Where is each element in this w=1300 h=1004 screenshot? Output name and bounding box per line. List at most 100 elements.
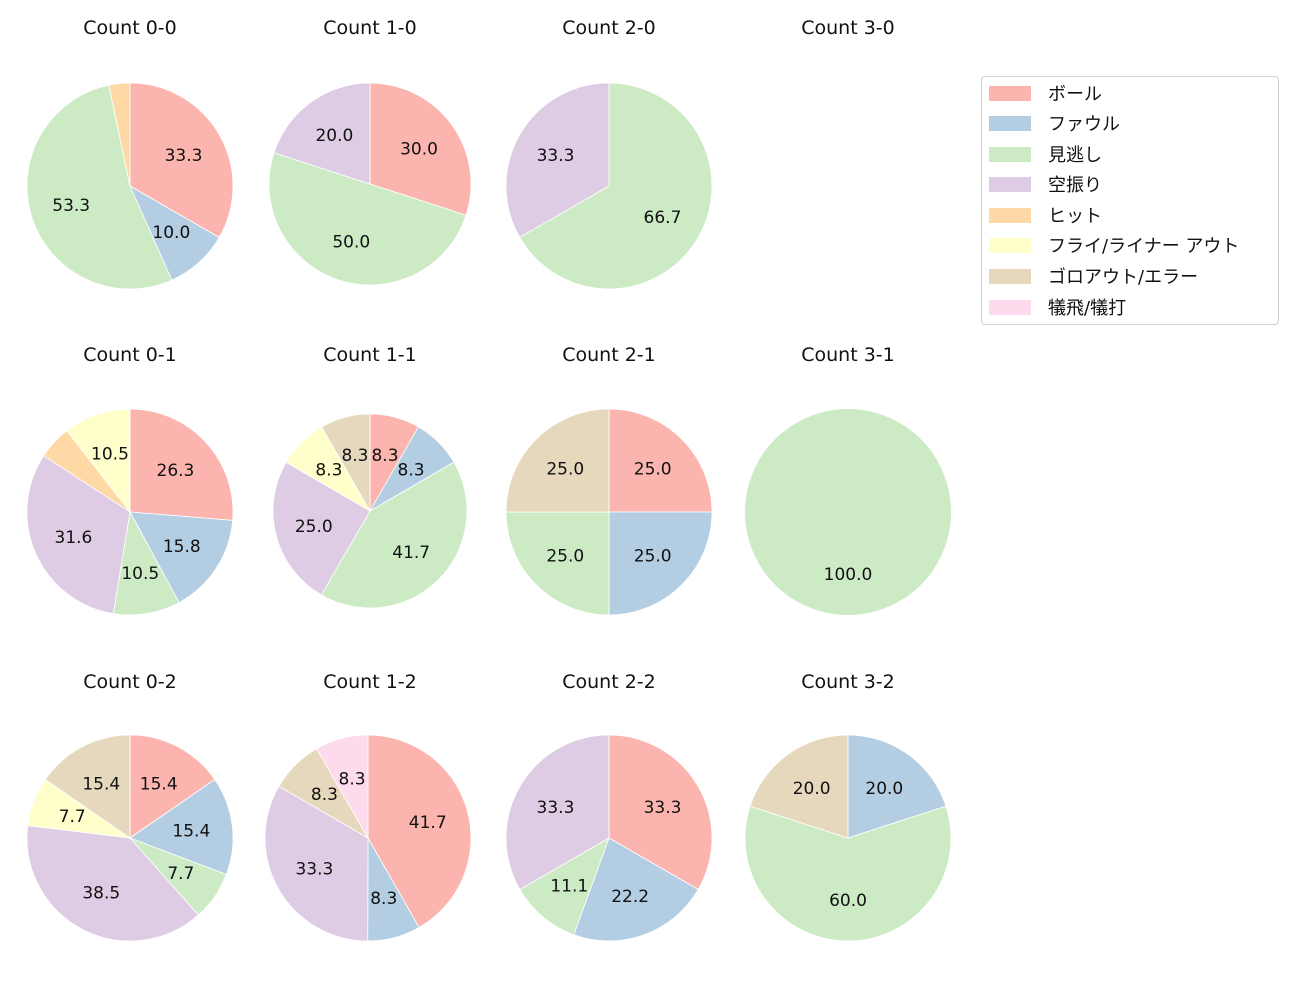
- pie-chart-count-0-0: Count 0-0 33.3 10.0 53.3: [26, 17, 234, 290]
- pie-chart-count-0-1: Count 0-126.315.810.531.610.5: [26, 344, 234, 616]
- pie-slice-label: 10.5: [121, 564, 159, 584]
- pie-chart-count-3-1: Count 3-1 100.0: [745, 344, 951, 615]
- pie-slice-label: 25.0: [546, 459, 584, 479]
- pie-title: Count 2-0: [562, 17, 656, 39]
- pie-slice: [66, 408, 131, 513]
- legend-item-foul: ファウル: [989, 111, 1120, 135]
- pie-slice-label: 25.0: [634, 459, 672, 479]
- pie-title: Count 3-2: [801, 671, 895, 693]
- pie-slice-label: 50.0: [332, 233, 370, 253]
- pie-chart-count-2-2: Count 2-2 33.3 22.2 11.1 33.3: [505, 671, 713, 942]
- pie-slice-label: 7.7: [167, 864, 194, 884]
- pie-title: Count 1-1: [323, 344, 417, 366]
- pie-title: Count 2-1: [562, 344, 656, 366]
- pie-slice-label: 8.3: [315, 461, 342, 481]
- pie-slice-label: 20.0: [793, 779, 831, 799]
- pie-slice-label: 26.3: [157, 461, 195, 481]
- legend-swatch-sacrifice: [989, 299, 1031, 315]
- legend-item-called-strike: 見逃し: [989, 142, 1102, 166]
- pie-chart-count-3-2: Count 3-2 20.0 60.0 20.0: [744, 671, 952, 942]
- pie-title: Count 1-0: [323, 17, 417, 39]
- pie-slice-label: 8.3: [370, 889, 397, 909]
- pie-slice-label: 22.2: [611, 887, 649, 907]
- pie-slice: [316, 734, 369, 839]
- legend-swatch-grounder-error: [989, 268, 1031, 284]
- pie-chart-count-3-0: Count 3-0: [801, 17, 895, 39]
- legend-swatch-fly-liner-out: [989, 237, 1031, 253]
- pie-slice: [129, 408, 234, 521]
- pie-title: Count 0-2: [83, 671, 177, 693]
- pie-slice-label: 8.3: [371, 446, 398, 466]
- pie-slice: [505, 734, 610, 890]
- pie-slice-label: 8.3: [311, 785, 338, 805]
- pie-slice-label: 15.8: [163, 537, 201, 557]
- pie-slice: [505, 82, 610, 238]
- legend: ボール ファウル 見逃し 空振り ヒット フライ/ライナー アウト ゴロアウト/…: [981, 76, 1279, 325]
- pie-slice: [321, 413, 371, 512]
- legend-label: ボール: [1048, 84, 1102, 105]
- pie-slice: [847, 734, 947, 839]
- pie-title: Count 1-2: [323, 671, 417, 693]
- pie-chart-count-1-1: Count 1-18.38.341.725.08.38.3: [272, 344, 468, 609]
- pie-slice: [268, 152, 467, 286]
- pie-slice-label: 25.0: [634, 547, 672, 567]
- pie-slice-label: 38.5: [82, 884, 120, 904]
- pie-slice: [608, 511, 713, 616]
- pie-slice: [745, 409, 951, 615]
- pie-slice: [264, 785, 369, 942]
- pie-slice: [744, 805, 952, 942]
- pie-slice-label: 10.5: [91, 445, 129, 465]
- pie-slice: [367, 734, 472, 928]
- pie-slice: [608, 408, 713, 513]
- legend-swatch-foul: [989, 115, 1031, 131]
- pie-slice-label: 15.4: [140, 774, 178, 794]
- legend-swatch-ball: [989, 85, 1031, 101]
- pie-chart-count-0-2: Count 0-2 15.4 15.4 7.7 38.5 7.7 15.4: [26, 671, 234, 942]
- pie-slice: [272, 461, 371, 596]
- pie-slice: [26, 84, 173, 290]
- legend-item-grounder-error: ゴロアウト/エラー: [989, 264, 1198, 288]
- pie-slice-label: 20.0: [865, 779, 903, 799]
- legend-item-ball: ボール: [989, 81, 1102, 105]
- legend-swatch-swinging-strike: [989, 176, 1031, 192]
- legend-label: 空振り: [1048, 175, 1102, 196]
- pie-slice-label: 10.0: [152, 223, 190, 243]
- pie-slice: [573, 837, 699, 942]
- pie-slice-label: 41.7: [392, 543, 430, 563]
- pie-slice: [369, 82, 472, 216]
- legend-label: ゴロアウト/エラー: [1048, 267, 1199, 288]
- pie-slice: [505, 511, 610, 616]
- legend-item-sacrifice: 犠飛/犠打: [989, 295, 1126, 319]
- pie-slice: [26, 825, 199, 942]
- pie-slice-label: 53.3: [52, 196, 90, 216]
- pie-slice: [26, 455, 131, 615]
- pie-slice-label: 20.0: [315, 126, 353, 146]
- legend-label: 犠飛/犠打: [1048, 298, 1127, 319]
- pie-slice-label: 11.1: [550, 876, 588, 896]
- pie-slice-label: 8.3: [339, 769, 366, 789]
- pie-title: Count 3-0: [801, 17, 895, 39]
- pie-slice-label: 33.3: [537, 146, 575, 166]
- legend-swatch-hit: [989, 207, 1031, 223]
- pie-slice-label: 66.7: [644, 208, 682, 228]
- pie-slice-label: 8.3: [341, 446, 368, 466]
- pie-title: Count 2-2: [562, 671, 656, 693]
- pie-chart-count-2-1: Count 2-1 25.0 25.0 25.0 25.0: [505, 344, 713, 616]
- pie-slice: [273, 82, 371, 185]
- legend-label: ヒット: [1048, 206, 1102, 227]
- legend-label: フライ/ライナー アウト: [1048, 236, 1240, 257]
- pie-slice: [129, 511, 234, 603]
- legend-item-swinging-strike: 空振り: [989, 172, 1102, 196]
- pie-title: Count 0-0: [83, 17, 177, 39]
- pie-title: Count 0-1: [83, 344, 177, 366]
- pie-chart-count-2-0: Count 2-0 66.7 33.3: [505, 17, 713, 290]
- pie-slice-label: 33.3: [295, 860, 333, 880]
- pie-slice: [749, 734, 849, 839]
- pie-slice: [519, 837, 610, 936]
- pie-slice-label: 100.0: [824, 565, 873, 585]
- pie-slice: [44, 734, 131, 839]
- legend-label: 見逃し: [1048, 145, 1102, 166]
- legend-item-hit: ヒット: [989, 203, 1102, 227]
- pie-slice: [112, 511, 180, 616]
